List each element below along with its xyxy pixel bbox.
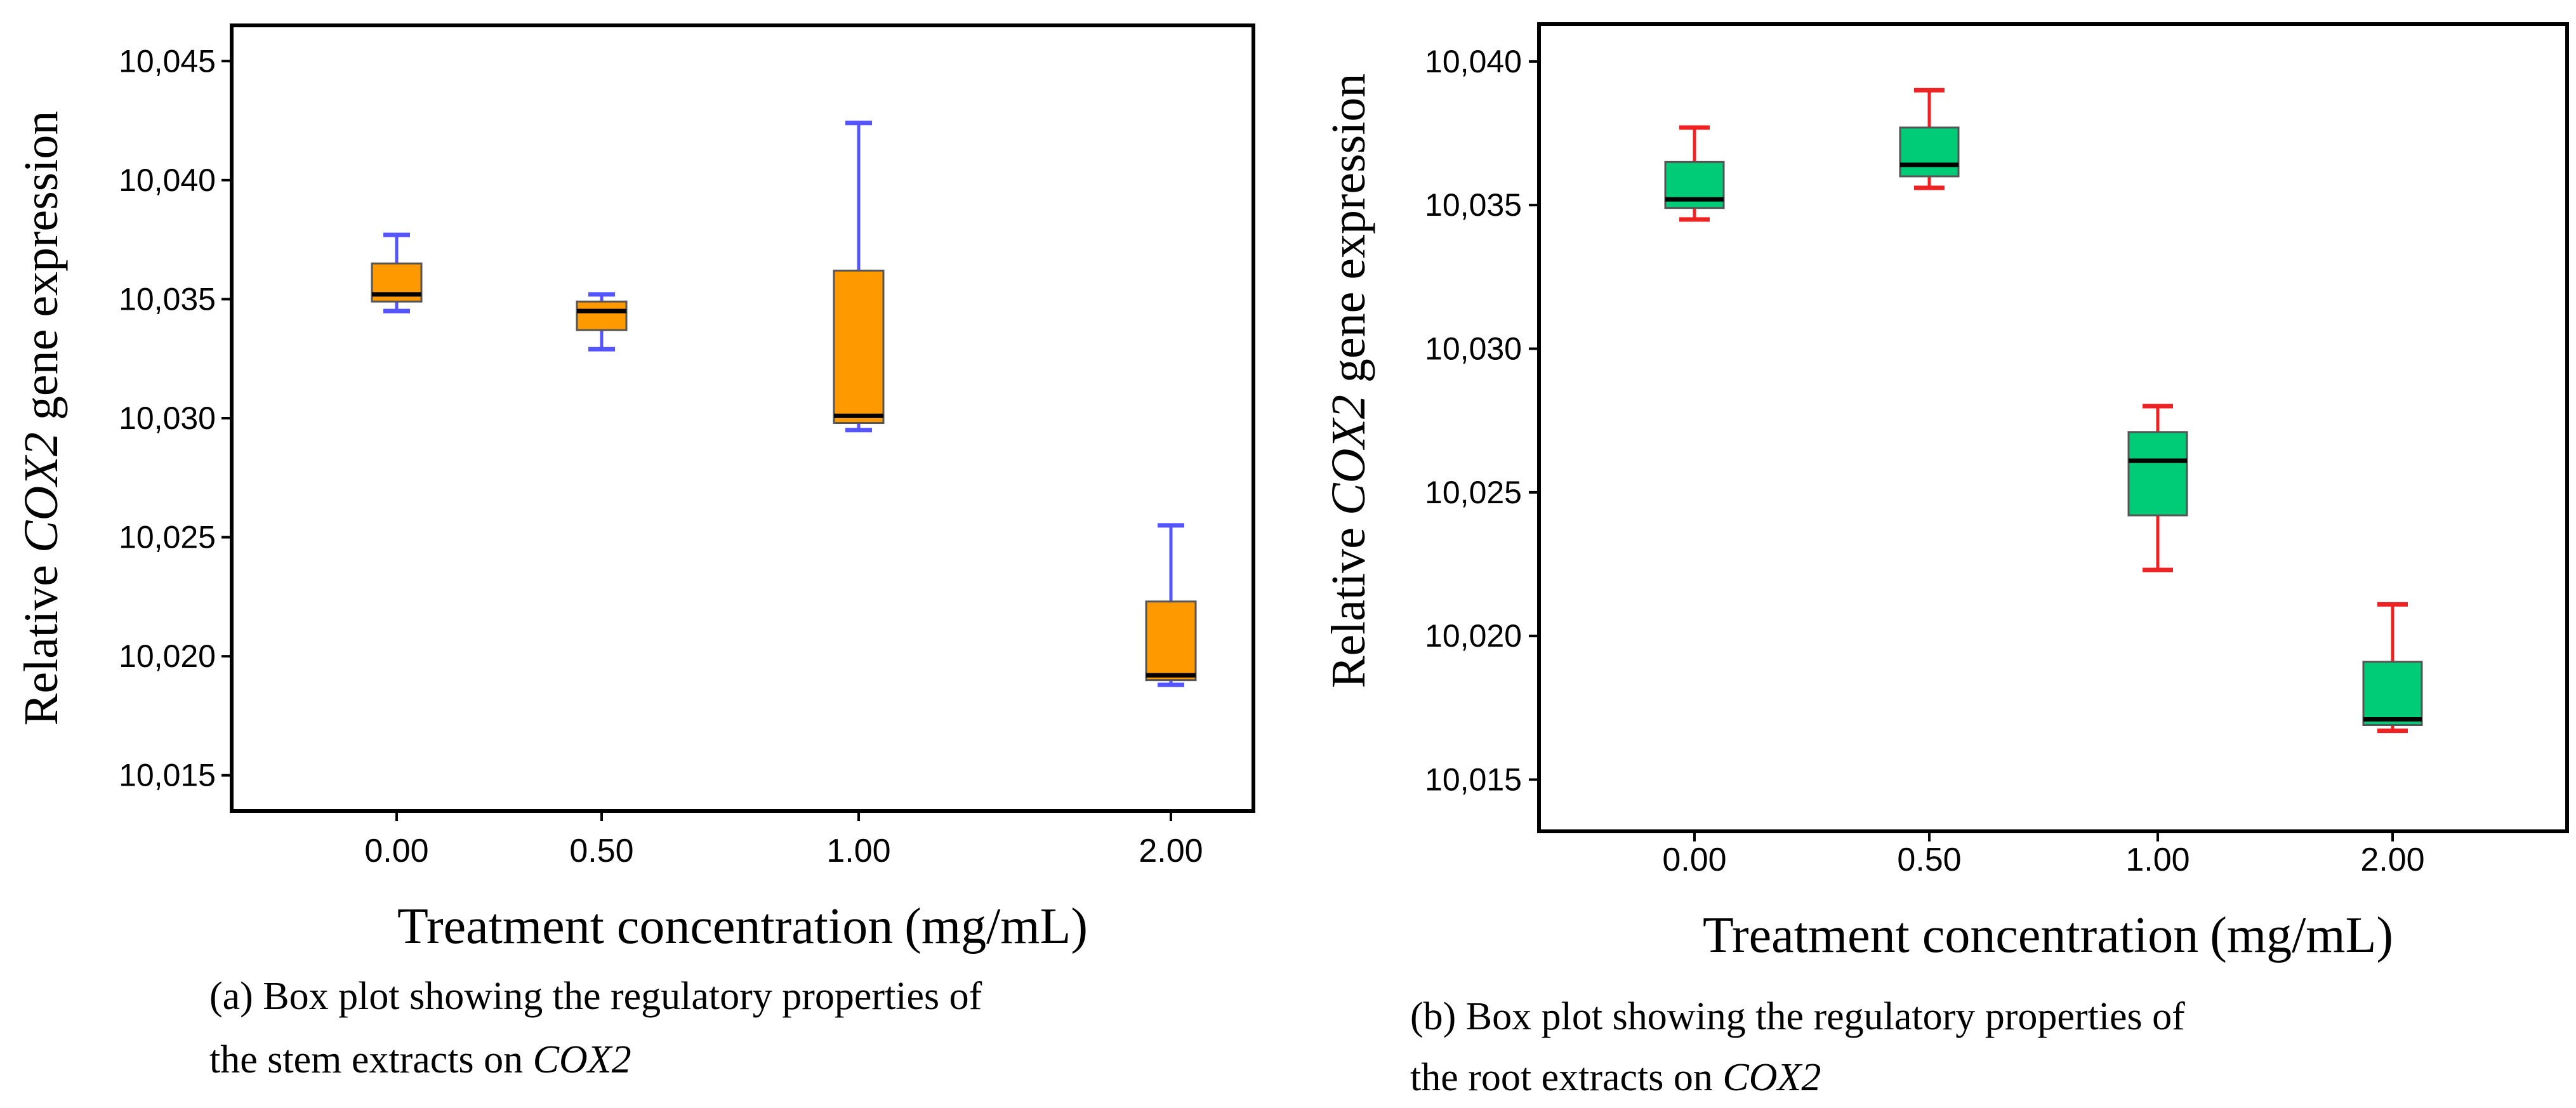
boxplots xyxy=(371,121,1197,687)
x-tick-label: 2.00 xyxy=(2360,841,2424,878)
y-tick-label: 10,015 xyxy=(1425,762,1522,798)
caption-line-2: the root extracts on COX2 xyxy=(1410,1056,1821,1099)
panel-a-stem: 10,015 10,020 10,025 10,030 10,035 10,040 10,0… xyxy=(15,23,1255,1081)
y-axis-ticks: 10,015 10,020 10,025 10,030 10,035 10,040 xyxy=(1425,44,1539,798)
x-tick-label: 0.50 xyxy=(569,833,633,869)
y-tick-label: 10,035 xyxy=(119,281,216,317)
boxplot-0.50 xyxy=(1899,88,1960,190)
y-axis-ticks: 10,015 10,020 10,025 10,030 10,035 10,040 10,0… xyxy=(119,43,232,793)
panel-b-root: 10,015 10,020 10,025 10,030 10,035 10,040 0.0… xyxy=(1322,22,2569,1099)
y-tick-label: 10,025 xyxy=(119,520,216,555)
y-axis-label: Relative COX2 gene expression xyxy=(1322,74,1375,689)
boxplot-2.00 xyxy=(1145,523,1197,687)
boxplot-2.00 xyxy=(2362,602,2423,734)
box-iqr xyxy=(576,300,628,331)
boxplot-0.50 xyxy=(576,292,628,352)
box-iqr xyxy=(2362,661,2423,727)
plot-frame xyxy=(230,23,1255,813)
y-tick-label: 10,020 xyxy=(1425,618,1522,654)
y-axis-label: Relative COX2 gene expression xyxy=(15,111,68,726)
x-axis-ticks: 0.00 0.50 1.00 2.00 xyxy=(364,811,1203,869)
y-tick-label: 10,015 xyxy=(119,758,216,793)
y-tick-label: 10,025 xyxy=(1425,475,1522,510)
x-axis-label: Treatment concentration (mg/mL) xyxy=(1703,907,2393,963)
x-tick-label: 2.00 xyxy=(1139,833,1203,869)
x-tick-label: 1.00 xyxy=(826,833,890,869)
x-axis-label: Treatment concentration (mg/mL) xyxy=(397,899,1088,954)
y-tick-label: 10,045 xyxy=(119,43,216,79)
x-tick-label: 0.50 xyxy=(1897,841,1961,878)
caption-line-2: the stem extracts on COX2 xyxy=(209,1038,631,1081)
caption-line-1: (a) Box plot showing the regulatory prop… xyxy=(209,975,982,1018)
x-axis-ticks: 0.00 0.50 1.00 2.00 xyxy=(1662,831,2425,878)
box-iqr xyxy=(1899,126,1960,178)
y-tick-label: 10,030 xyxy=(1425,331,1522,367)
caption-line-1: (b) Box plot showing the regulatory prop… xyxy=(1410,995,2185,1038)
box-iqr xyxy=(2127,431,2188,517)
y-tick-label: 10,035 xyxy=(1425,187,1522,223)
y-tick-label: 10,040 xyxy=(1425,44,1522,79)
boxplot-0.00 xyxy=(371,232,423,313)
x-tick-label: 0.00 xyxy=(364,833,428,869)
boxplot-1.00 xyxy=(833,121,885,433)
box-iqr xyxy=(833,269,885,425)
x-tick-label: 0.00 xyxy=(1662,841,1726,878)
y-tick-label: 10,020 xyxy=(119,638,216,674)
x-tick-label: 1.00 xyxy=(2125,841,2190,878)
boxplot-0.00 xyxy=(1664,125,1725,222)
y-tick-label: 10,040 xyxy=(119,162,216,198)
y-tick-label: 10,030 xyxy=(119,400,216,436)
boxplot-1.00 xyxy=(2127,404,2188,572)
boxplots xyxy=(1664,88,2423,734)
box-iqr xyxy=(1145,600,1197,682)
